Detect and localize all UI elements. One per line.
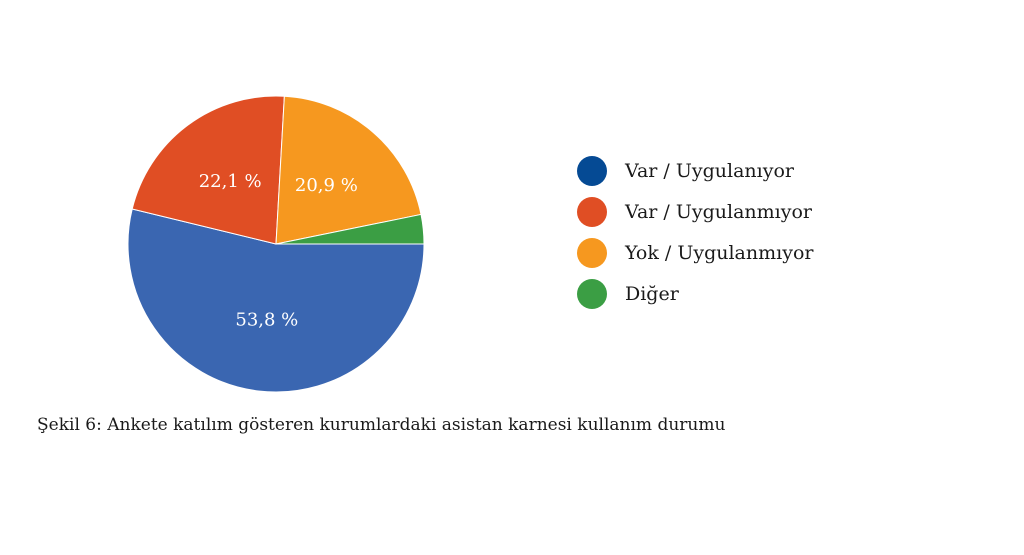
pie-slice (275, 213, 425, 245)
legend-item: Var / Uygulanıyor (577, 150, 813, 191)
pie-slice (131, 95, 285, 245)
pie-slice (127, 208, 425, 393)
legend-item: Var / Uygulanmıyor (577, 191, 813, 232)
pie-chart: 53,8 % 22,1 % 20,9 % (127, 95, 425, 393)
legend-label: Var / Uygulanıyor (625, 159, 794, 182)
legend-swatch (577, 278, 607, 309)
legend-label: Yok / Uygulanmıyor (625, 241, 814, 264)
legend-label: Diğer (625, 282, 679, 305)
pie-slice (275, 95, 422, 245)
legend-swatch (577, 237, 607, 268)
figure-caption: Şekil 6: Ankete katılım gösteren kurumla… (37, 415, 726, 435)
chart-legend: Var / Uygulanıyor Var / Uygulanmıyor Yok… (577, 150, 813, 314)
slice-label: 20,9 % (295, 175, 358, 196)
legend-label: Var / Uygulanmıyor (625, 200, 813, 223)
legend-swatch (577, 155, 607, 186)
slice-label: 53,8 % (235, 309, 298, 330)
legend-item: Yok / Uygulanmıyor (577, 232, 813, 273)
legend-swatch (577, 196, 607, 227)
slice-label: 22,1 % (199, 171, 262, 192)
legend-item: Diğer (577, 273, 813, 314)
